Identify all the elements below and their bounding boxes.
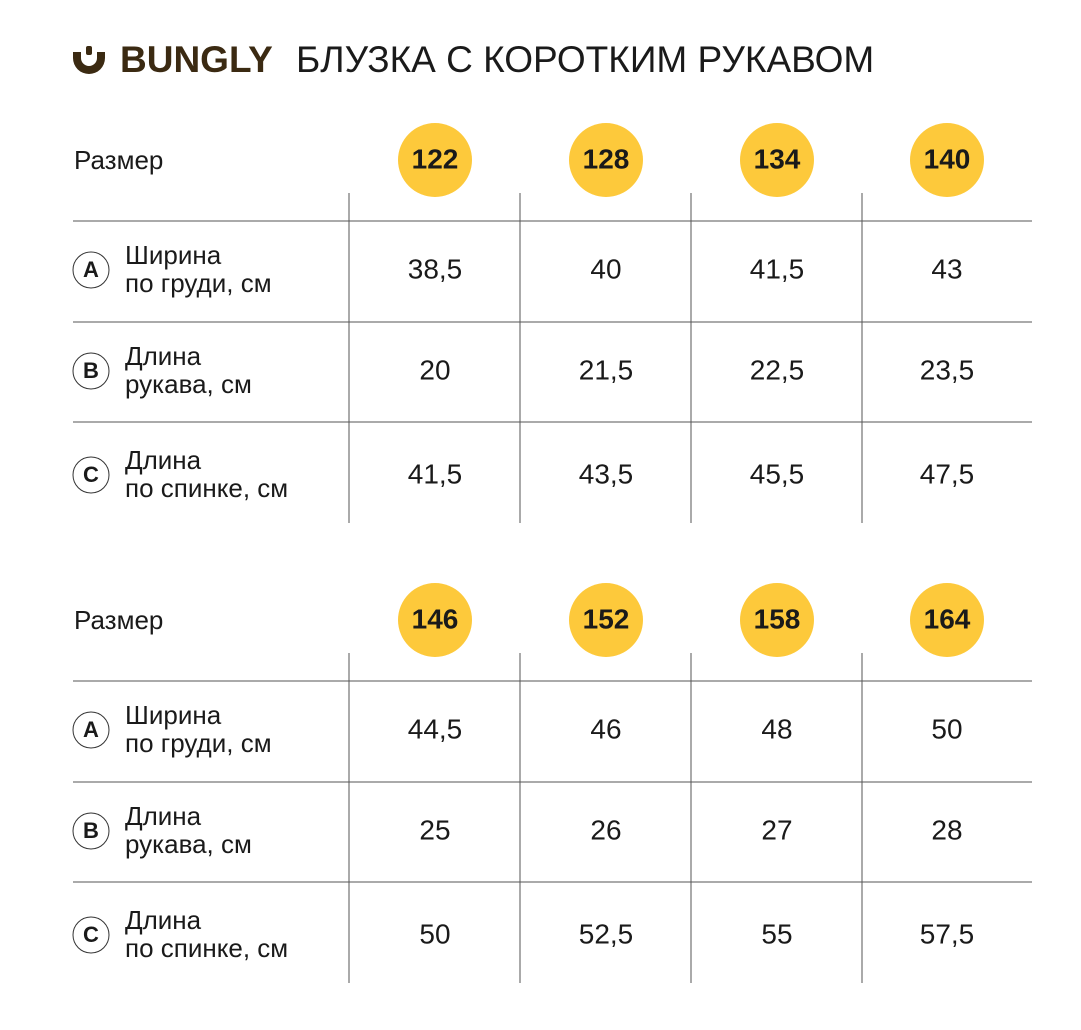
row-label: Длина <box>125 905 202 935</box>
size-value: 140 <box>924 143 971 174</box>
cell-value: 26 <box>590 814 621 845</box>
row-label: по спинке, см <box>125 473 288 503</box>
size-badge <box>910 583 984 657</box>
row-letter: B <box>83 358 99 383</box>
row-letter: A <box>83 717 99 742</box>
cell-value: 41,5 <box>750 253 805 284</box>
size-badge <box>569 583 643 657</box>
row-label: Длина <box>125 445 202 475</box>
size-label: Размер <box>74 605 163 635</box>
row-label: по груди, см <box>125 728 272 758</box>
size-label: Размер <box>74 145 163 175</box>
size-badge <box>398 123 472 197</box>
cell-value: 44,5 <box>408 713 463 744</box>
row-letter-badge <box>72 916 110 954</box>
row-label: рукава, см <box>125 829 252 859</box>
size-value: 152 <box>583 603 630 634</box>
size-badge <box>740 123 814 197</box>
cell-value: 48 <box>761 713 792 744</box>
cell-value: 40 <box>590 253 621 284</box>
cell-value: 50 <box>931 713 962 744</box>
logo-icon <box>73 46 105 74</box>
row-label: Ширина <box>125 700 222 730</box>
size-value: 158 <box>754 603 801 634</box>
cell-value: 46 <box>590 713 621 744</box>
size-badge <box>398 583 472 657</box>
cell-value: 23,5 <box>920 354 975 385</box>
size-badge <box>569 123 643 197</box>
cell-value: 45,5 <box>750 458 805 489</box>
row-label: по груди, см <box>125 268 272 298</box>
cell-value: 20 <box>419 354 450 385</box>
row-letter: C <box>83 462 99 487</box>
row-letter-badge <box>72 251 110 289</box>
cell-value: 57,5 <box>920 918 975 949</box>
title: БЛУЗКА С КОРОТКИМ РУКАВОМ <box>296 39 874 80</box>
size-badge <box>740 583 814 657</box>
cell-value: 38,5 <box>408 253 463 284</box>
size-value: 164 <box>924 603 971 634</box>
cell-value: 28 <box>931 814 962 845</box>
cell-value: 25 <box>419 814 450 845</box>
cell-value: 43 <box>931 253 962 284</box>
row-letter-badge <box>72 456 110 494</box>
row-label: по спинке, см <box>125 933 288 963</box>
cell-value: 21,5 <box>579 354 634 385</box>
cell-value: 52,5 <box>579 918 634 949</box>
size-value: 128 <box>583 143 630 174</box>
row-letter: A <box>83 257 99 282</box>
cell-value: 22,5 <box>750 354 805 385</box>
row-letter-badge <box>72 352 110 390</box>
row-label: Ширина <box>125 240 222 270</box>
size-value: 134 <box>754 143 801 174</box>
size-badge <box>910 123 984 197</box>
row-letter: C <box>83 922 99 947</box>
size-value: 146 <box>412 603 459 634</box>
cell-value: 41,5 <box>408 458 463 489</box>
cell-value: 50 <box>419 918 450 949</box>
size-value: 122 <box>412 143 459 174</box>
brand: BUNGLY <box>120 39 273 80</box>
row-label: Длина <box>125 341 202 371</box>
row-label: Длина <box>125 801 202 831</box>
cell-value: 43,5 <box>579 458 634 489</box>
row-letter-badge <box>72 711 110 749</box>
row-label: рукава, см <box>125 369 252 399</box>
cell-value: 27 <box>761 814 792 845</box>
row-letter: B <box>83 818 99 843</box>
cell-value: 55 <box>761 918 792 949</box>
cell-value: 47,5 <box>920 458 975 489</box>
row-letter-badge <box>72 812 110 850</box>
